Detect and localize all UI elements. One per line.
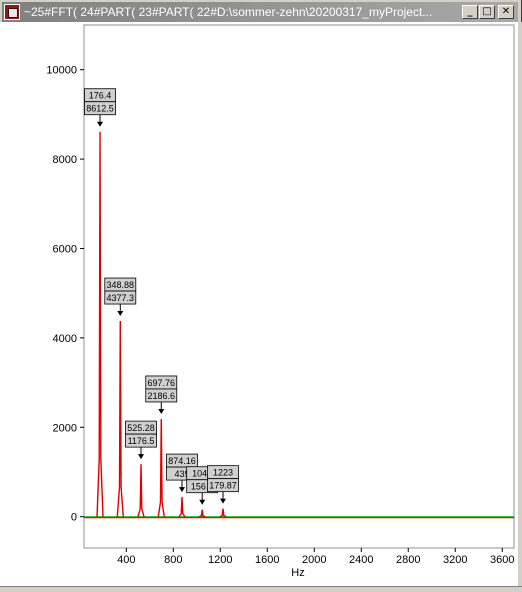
x-tick-label: 3200 (443, 554, 467, 566)
x-tick-label: 400 (117, 554, 135, 566)
x-tick-label: 2000 (302, 554, 326, 566)
annotation-x-label: 697.76 (148, 378, 176, 388)
annotation-y-label: 439 (174, 469, 189, 479)
annotation-arrow (138, 454, 145, 460)
peak-annotation[interactable]: 1223 179.87 (207, 465, 239, 504)
annotation-x-label: 1046 (192, 469, 212, 479)
minimize-button[interactable]: _ (462, 5, 478, 19)
x-tick-label: 2400 (349, 554, 373, 566)
peak-annotation[interactable]: 348.88 4377.3 (104, 277, 137, 317)
annotation-y-label: 4377.3 (107, 293, 135, 303)
annotation-y-label: 179.87 (209, 481, 237, 491)
annotation-arrow (117, 311, 124, 317)
annotation-y-label: 8612.5 (86, 104, 114, 114)
annotation-arrow (199, 499, 206, 505)
spectrum-series (84, 131, 514, 519)
annotation-arrow (219, 498, 226, 504)
axes: 400 800 1200 1600 2000 2400 2800 3200 3600 0 2000 4… (46, 24, 515, 566)
annotation-box-bottom (104, 290, 137, 305)
x-tick-label: 2800 (396, 554, 420, 566)
spectrum-peak[interactable] (157, 418, 165, 517)
plot-area[interactable]: 400 800 1200 1600 2000 2400 2800 3200 3600 0 2000 4… (0, 22, 518, 588)
spectrum-peak[interactable] (178, 497, 186, 518)
maximize-button[interactable]: □ (479, 5, 495, 19)
peak-annotation[interactable]: 176.4 8612.5 (84, 88, 116, 127)
annotation-x-label: 874.16 (168, 456, 196, 466)
y-tick-label: 10000 (46, 65, 77, 77)
peak-annotations: 176.4 8612.5 348.88 4377.3 525.28 1176.5 697.7… (84, 88, 239, 505)
x-tick-label: 1600 (255, 554, 279, 566)
annotation-x-label: 176.4 (89, 91, 112, 101)
peak-annotation[interactable]: 697.76 2186.6 (145, 375, 178, 414)
annotation-box-bottom (207, 478, 239, 493)
annotation-arrow (179, 487, 186, 493)
spectrum-peak[interactable] (137, 464, 145, 517)
y-tick-label: 2000 (53, 422, 77, 434)
annotation-y-label: 1176.5 (128, 436, 155, 446)
x-tick-label: 1200 (208, 554, 232, 566)
x-tick-label: 800 (164, 554, 182, 566)
annotation-arrow (158, 408, 165, 414)
y-tick-label: 8000 (53, 154, 77, 166)
y-tick-label: 4000 (53, 333, 77, 345)
y-tick-label: 6000 (53, 244, 77, 256)
spectrum-peak[interactable] (116, 321, 124, 517)
annotation-x-label: 1223 (213, 468, 233, 478)
x-axis-label: Hz (291, 567, 304, 579)
peak-annotation[interactable]: 525.28 1176.5 (125, 420, 157, 460)
annotation-box-bottom (84, 101, 116, 116)
plot-frame (83, 24, 515, 549)
status-bar (0, 586, 522, 592)
spectrum-peak[interactable] (198, 509, 206, 518)
spectrum-peak[interactable] (96, 131, 104, 517)
window-title: ~25#FFT( 24#PART( 23#PART( 22#D:\sommer-… (24, 5, 433, 19)
annotation-x-label: 348.88 (107, 280, 135, 290)
annotation-x-label: 525.28 (127, 423, 155, 433)
spectrum-chart[interactable]: 400 800 1200 1600 2000 2400 2800 3200 3600 0 2000 4… (0, 22, 518, 588)
x-tick-label: 3600 (490, 554, 514, 566)
annotation-arrow (97, 121, 104, 127)
y-tick-label: 0 (71, 512, 77, 524)
annotation-y-label: 2186.6 (148, 391, 176, 401)
window-right-edge (518, 22, 522, 588)
annotation-box-bottom (145, 388, 178, 403)
title-bar[interactable]: ~25#FFT( 24#PART( 23#PART( 22#D:\sommer-… (2, 2, 518, 22)
annotation-box-bottom (125, 433, 157, 448)
annotation-y-label: 156.1 (191, 482, 214, 492)
spectrum-peak[interactable] (219, 508, 227, 518)
app-icon[interactable] (4, 4, 20, 20)
close-button[interactable]: ✕ (498, 5, 514, 19)
